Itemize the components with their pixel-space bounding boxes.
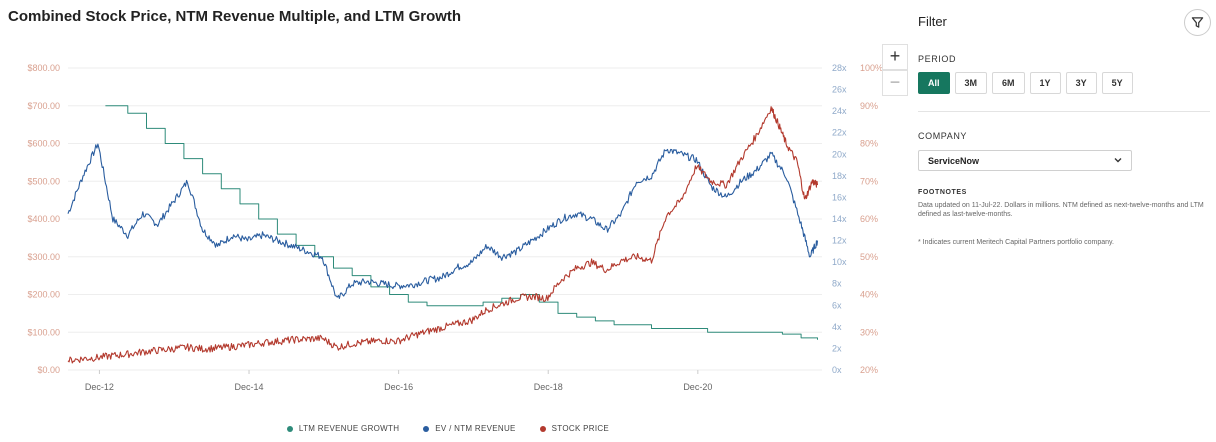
price-tick-label: $500.00	[27, 176, 60, 186]
x-tick-label: Dec-18	[534, 382, 563, 392]
legend-label: EV / NTM REVENUE	[435, 424, 516, 433]
zoom-out-button[interactable]: −	[882, 70, 908, 96]
legend-item-ev-ntm[interactable]: EV / NTM REVENUE	[423, 424, 515, 433]
growth-tick-label: 80%	[860, 139, 878, 149]
price-tick-label: $800.00	[27, 63, 60, 73]
period-6m-button[interactable]: 6M	[992, 72, 1025, 94]
multiple-tick-label: 16x	[832, 192, 847, 202]
x-axis: Dec-12 Dec-14 Dec-16 Dec-18 Dec-20	[85, 370, 712, 392]
growth-tick-label: 30%	[860, 327, 878, 337]
price-tick-label: $0.00	[37, 365, 60, 375]
period-1y-button[interactable]: 1Y	[1029, 72, 1061, 94]
multiple-tick-label: 22x	[832, 128, 847, 138]
period-label: PERIOD	[918, 54, 957, 64]
series-line-stock-price	[67, 106, 819, 364]
chart-title: Combined Stock Price, NTM Revenue Multip…	[8, 8, 462, 25]
growth-tick-label: 100%	[860, 63, 883, 73]
multiple-tick-label: 12x	[832, 236, 847, 246]
company-label: COMPANY	[918, 131, 968, 141]
series-line-ltm-revenue-growth	[105, 105, 818, 340]
x-tick-label: Dec-12	[85, 382, 114, 392]
footnote-portfolio: * Indicates current Meritech Capital Par…	[918, 239, 1114, 246]
period-selector: All 3M 6M 1Y 3Y 5Y	[918, 72, 1133, 94]
period-3m-button[interactable]: 3M	[954, 72, 988, 94]
chevron-down-icon	[1114, 158, 1122, 163]
series-lines	[67, 105, 819, 364]
growth-tick-label: 70%	[860, 176, 878, 186]
growth-axis: 20% 30% 40% 50% 60% 70% 80% 90% 100%	[860, 63, 883, 375]
legend-dot	[539, 425, 546, 432]
legend-dot	[286, 425, 293, 432]
x-tick-label: Dec-14	[235, 382, 264, 392]
legend-item-ltm-growth[interactable]: LTM REVENUE GROWTH	[286, 424, 400, 433]
multiple-tick-label: 18x	[832, 171, 847, 181]
multiple-tick-label: 6x	[832, 300, 842, 310]
price-tick-label: $100.00	[27, 327, 60, 337]
multiple-tick-label: 10x	[832, 257, 847, 267]
filter-toggle-button[interactable]	[1184, 9, 1211, 36]
multiple-tick-label: 28x	[832, 63, 847, 73]
price-tick-label: $400.00	[27, 214, 60, 224]
legend-label: STOCK PRICE	[551, 424, 610, 433]
growth-tick-label: 90%	[860, 101, 878, 111]
multiple-tick-label: 14x	[832, 214, 847, 224]
price-tick-label: $200.00	[27, 290, 60, 300]
funnel-icon	[1191, 17, 1204, 28]
footnote-data-updated: Data updated on 11-Jul-22. Dollars in mi…	[918, 202, 1204, 218]
filter-title: Filter	[918, 14, 947, 29]
company-select[interactable]: ServiceNow	[918, 150, 1132, 171]
multiple-tick-label: 0x	[832, 365, 842, 375]
chart-legend: LTM REVENUE GROWTH EV / NTM REVENUE STOC…	[0, 424, 896, 433]
legend-dot	[423, 425, 430, 432]
multiple-tick-label: 8x	[832, 279, 842, 289]
growth-tick-label: 60%	[860, 214, 878, 224]
price-axis: $0.00 $100.00 $200.00 $300.00 $400.00 $500.00…	[27, 63, 60, 375]
zoom-in-button[interactable]: +	[882, 44, 908, 70]
multiple-tick-label: 2x	[832, 343, 842, 353]
combined-chart: $0.00 $100.00 $200.00 $300.00 $400.00 $500.00…	[27, 63, 883, 392]
footnotes-label: FOOTNOTES	[918, 189, 967, 196]
multiple-tick-label: 26x	[832, 85, 847, 95]
growth-tick-label: 50%	[860, 252, 878, 262]
multiple-tick-label: 20x	[832, 149, 847, 159]
growth-tick-label: 20%	[860, 365, 878, 375]
multiple-tick-label: 24x	[832, 106, 847, 116]
multiple-axis: 0x 2x 4x 6x 8x 10x 12x 14x 16x 18x 20x 22x 24x 26x 28x	[832, 63, 847, 375]
x-tick-label: Dec-16	[384, 382, 413, 392]
growth-tick-label: 40%	[860, 290, 878, 300]
multiple-tick-label: 4x	[832, 322, 842, 332]
legend-item-stock-price[interactable]: STOCK PRICE	[539, 424, 610, 433]
series-line-ev-ntm-revenue	[67, 143, 819, 299]
price-tick-label: $600.00	[27, 139, 60, 149]
period-5y-button[interactable]: 5Y	[1101, 72, 1133, 94]
period-all-button[interactable]: All	[918, 72, 950, 94]
period-3y-button[interactable]: 3Y	[1065, 72, 1097, 94]
divider	[918, 111, 1210, 112]
grid-lines	[68, 67, 822, 371]
price-tick-label: $700.00	[27, 101, 60, 111]
filter-panel: Filter PERIOD All 3M 6M 1Y 3Y 5Y COMPANY…	[918, 0, 1216, 442]
x-tick-label: Dec-20	[683, 382, 712, 392]
company-select-value: ServiceNow	[928, 155, 980, 166]
price-tick-label: $300.00	[27, 252, 60, 262]
legend-label: LTM REVENUE GROWTH	[298, 424, 400, 433]
